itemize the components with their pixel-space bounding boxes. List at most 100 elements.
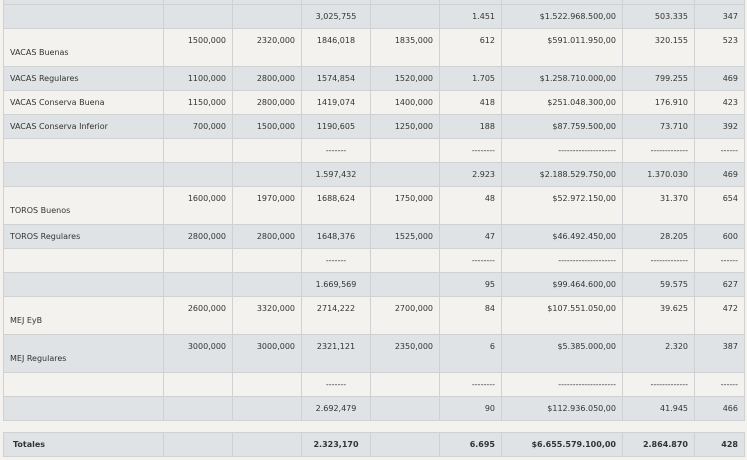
- table-row: VACAS Buenas 1500,000 2320,000 1846,018 1835…: [3, 28, 745, 67]
- total-col-4: 2.323,170: [301, 432, 371, 457]
- cell-col-8: -------------: [622, 248, 695, 273]
- cell-col-3: 3000,000: [232, 334, 302, 373]
- cell-col-7: $112.936.050,00: [501, 396, 623, 421]
- cell-col-8: 176.910: [622, 90, 695, 115]
- total-col-6: 6.695: [439, 432, 502, 457]
- cell-col-8: 2.320: [622, 334, 695, 373]
- cell-col-4: 1648,376: [301, 224, 371, 249]
- cell-col-2: [163, 248, 233, 273]
- cell-col-4: -------: [301, 372, 371, 397]
- cell-col-6: 84: [439, 296, 502, 335]
- cell-col-2: 1600,000: [163, 186, 233, 225]
- cell-col-8: 59.575: [622, 272, 695, 297]
- cell-col-5: [370, 396, 440, 421]
- table-row: MEJ Regulares 3000,000 3000,000 2321,121 235…: [3, 334, 745, 373]
- total-col-7: $6.655.579.100,00: [501, 432, 623, 457]
- row-label: TOROS Regulares: [3, 224, 164, 249]
- cell-col-9: 523: [694, 28, 745, 67]
- row-label: VACAS Regulares: [3, 66, 164, 91]
- totals-row: Totales 2.323,170 6.695 $6.655.579.100,00 2.…: [3, 432, 745, 457]
- cell-col-2: [163, 162, 233, 187]
- cell-col-7: $5.385.000,00: [501, 334, 623, 373]
- row-label: [3, 272, 164, 297]
- cell-col-3: 2320,000: [232, 28, 302, 67]
- cell-col-5: 1525,000: [370, 224, 440, 249]
- cell-col-7: --------------------: [501, 248, 623, 273]
- cell-col-2: 2800,000: [163, 224, 233, 249]
- cell-col-8: 39.625: [622, 296, 695, 335]
- cell-col-9: 469: [694, 162, 745, 187]
- cell-col-2: 2600,000: [163, 296, 233, 335]
- cell-col-8: 73.710: [622, 114, 695, 139]
- cell-col-7: $46.492.450,00: [501, 224, 623, 249]
- cell-col-5: [370, 4, 440, 29]
- row-label: [3, 248, 164, 273]
- cell-col-7: --------------------: [501, 138, 623, 163]
- cell-col-3: [232, 162, 302, 187]
- cell-col-4: 1.597,432: [301, 162, 371, 187]
- cell-col-3: [232, 372, 302, 397]
- subtotal-row: 1.597,432 2.923 $2.188.529.750,00 1.370.030…: [3, 162, 745, 187]
- cell-col-6: 90: [439, 396, 502, 421]
- cell-col-7: $107.551.050,00: [501, 296, 623, 335]
- total-col-5: [370, 432, 440, 457]
- cell-col-4: 1688,624: [301, 186, 371, 225]
- cell-col-4: 2714,222: [301, 296, 371, 335]
- totals-label: Totales: [3, 432, 164, 457]
- total-col-8: 2.864.870: [622, 432, 695, 457]
- cell-col-4: 1.669,569: [301, 272, 371, 297]
- cell-col-8: 41.945: [622, 396, 695, 421]
- cell-col-9: 654: [694, 186, 745, 225]
- cell-col-5: 1250,000: [370, 114, 440, 139]
- cell-col-3: 1970,000: [232, 186, 302, 225]
- cell-col-2: 1500,000: [163, 28, 233, 67]
- table-row: VACAS Conserva Inferior 700,000 1500,000 11…: [3, 114, 745, 139]
- cell-col-4: -------: [301, 248, 371, 273]
- cell-col-9: 469: [694, 66, 745, 91]
- cell-col-7: $1.258.710.000,00: [501, 66, 623, 91]
- cell-col-5: 2700,000: [370, 296, 440, 335]
- cell-col-5: [370, 248, 440, 273]
- livestock-table: 3,025,755 1.451 $1.522.968.500,00 503.335 34…: [3, 0, 745, 421]
- cell-col-7: $52.972.150,00: [501, 186, 623, 225]
- totals-table: Totales 2.323,170 6.695 $6.655.579.100,00 2.…: [3, 432, 745, 457]
- row-label: VACAS Buenas: [3, 28, 164, 67]
- table-row: TOROS Regulares 2800,000 2800,000 1648,376 1…: [3, 224, 745, 249]
- cell-col-6: 2.923: [439, 162, 502, 187]
- cell-col-5: 2350,000: [370, 334, 440, 373]
- cell-col-6: 418: [439, 90, 502, 115]
- cell-col-2: [163, 4, 233, 29]
- cell-col-7: $87.759.500,00: [501, 114, 623, 139]
- cell-col-4: 1190,605: [301, 114, 371, 139]
- cell-col-8: 31.370: [622, 186, 695, 225]
- cell-col-5: 1835,000: [370, 28, 440, 67]
- cell-col-8: 799.255: [622, 66, 695, 91]
- cell-col-2: 700,000: [163, 114, 233, 139]
- cell-col-7: $251.048.300,00: [501, 90, 623, 115]
- row-label: [3, 4, 164, 29]
- cell-col-6: 47: [439, 224, 502, 249]
- cell-col-9: 466: [694, 396, 745, 421]
- cell-col-3: 1500,000: [232, 114, 302, 139]
- cell-col-3: 2800,000: [232, 90, 302, 115]
- cell-col-2: [163, 272, 233, 297]
- cell-col-4: 3,025,755: [301, 4, 371, 29]
- cell-col-3: [232, 4, 302, 29]
- cell-col-6: 188: [439, 114, 502, 139]
- cell-col-3: [232, 396, 302, 421]
- cell-col-6: 95: [439, 272, 502, 297]
- cell-col-2: 1150,000: [163, 90, 233, 115]
- cell-col-3: [232, 248, 302, 273]
- cell-col-2: [163, 396, 233, 421]
- row-label: MEJ Regulares: [3, 334, 164, 373]
- cell-col-7: --------------------: [501, 372, 623, 397]
- cell-col-5: 1400,000: [370, 90, 440, 115]
- cell-col-2: [163, 372, 233, 397]
- subtotal-row: ------- -------- -------------------- -----…: [3, 372, 745, 397]
- cell-col-6: 6: [439, 334, 502, 373]
- cell-col-7: $99.464.600,00: [501, 272, 623, 297]
- cell-col-3: [232, 138, 302, 163]
- row-label: [3, 396, 164, 421]
- table-row: VACAS Conserva Buena 1150,000 2800,000 1419…: [3, 90, 745, 115]
- row-label: TOROS Buenos: [3, 186, 164, 225]
